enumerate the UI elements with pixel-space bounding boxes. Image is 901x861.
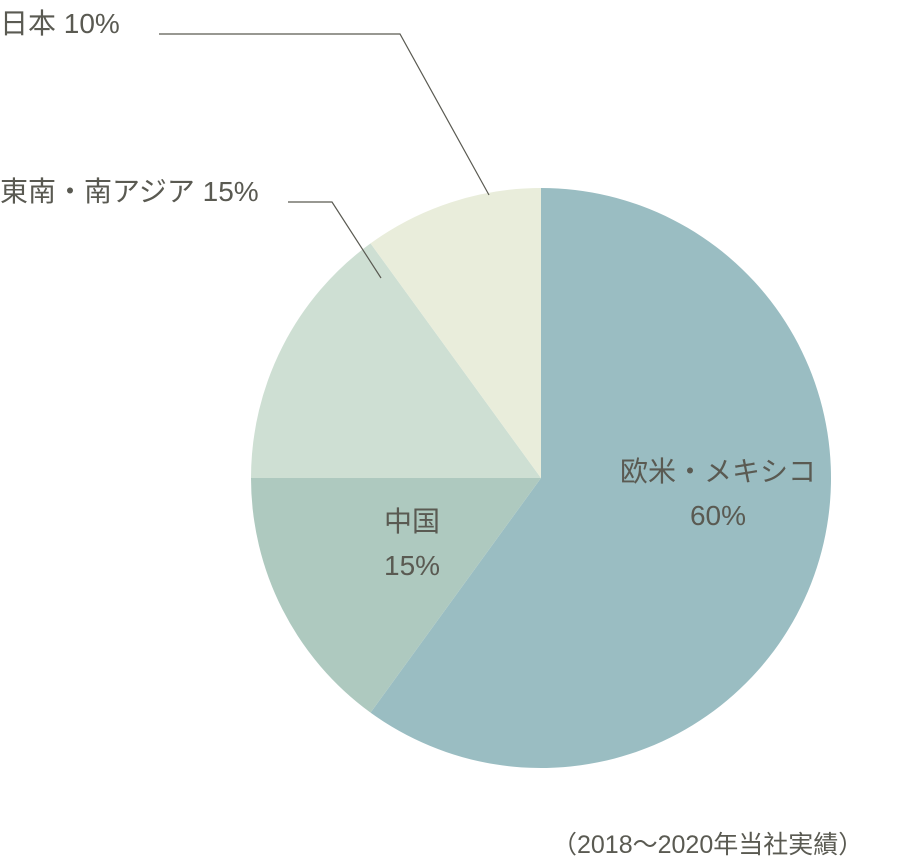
- pie-inner-label-0: 欧米・メキシコ60%: [620, 450, 816, 538]
- pie-inner-label-line1: 中国: [384, 500, 440, 544]
- pie-inner-label-line1: 欧米・メキシコ: [620, 450, 816, 494]
- pie-inner-label-line2: 15%: [384, 544, 440, 588]
- pie-inner-label-line2: 60%: [620, 494, 816, 538]
- pie-external-label-1: 東南・南アジア 15%: [0, 170, 259, 210]
- pie-external-label-0: 日本 10%: [0, 2, 120, 42]
- pie-chart-svg: [0, 0, 901, 861]
- chart-stage: 欧米・メキシコ60% 中国15% 日本 10% 東南・南アジア 15% （2018～20…: [0, 0, 901, 861]
- pie-inner-label-1: 中国15%: [384, 500, 440, 588]
- chart-caption: （2018～2020年当社実績）: [552, 825, 863, 861]
